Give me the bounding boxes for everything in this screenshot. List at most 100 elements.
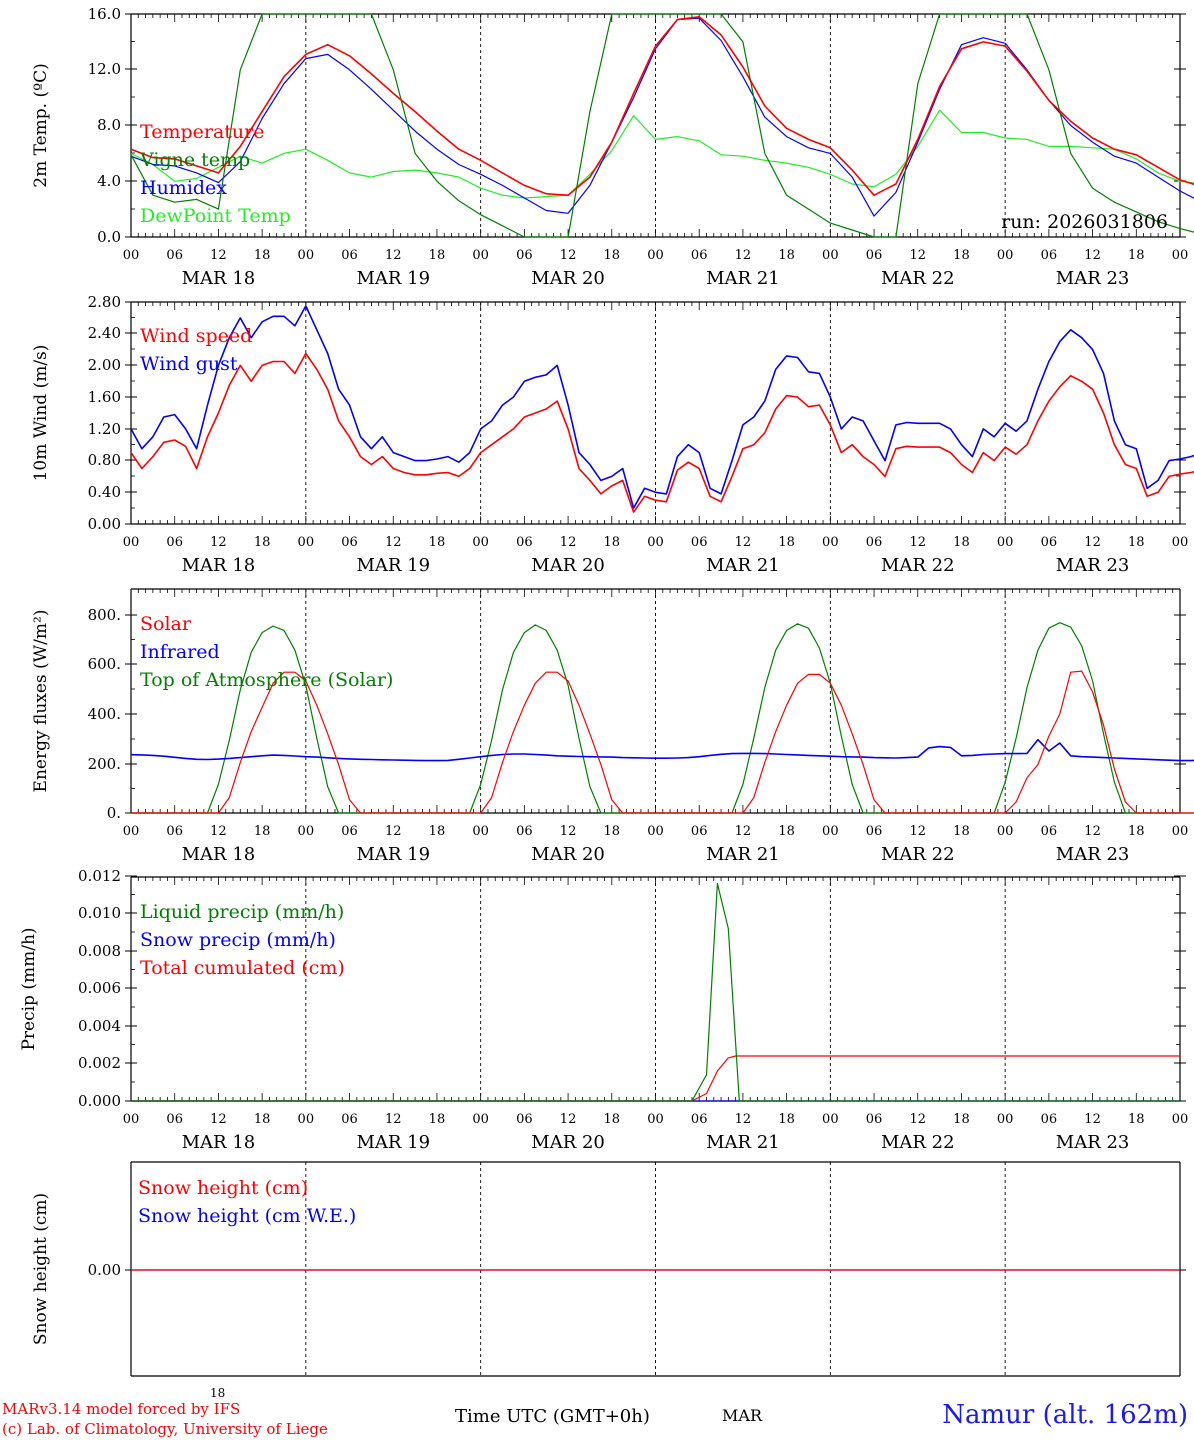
x-hour-label: 18: [953, 535, 970, 550]
x-hour-label: 06: [691, 535, 708, 550]
x-hour-label: 12: [210, 248, 227, 263]
x-hour-label: 12: [909, 248, 926, 263]
x-hour-label: 18: [604, 1112, 621, 1127]
legend-entry: Vigne temp: [139, 149, 250, 171]
x-hour-label: 06: [866, 248, 883, 263]
series-line-wind-speed: [130, 352, 1194, 513]
x-hour-label: 06: [866, 1112, 883, 1127]
legend-entry: DewPoint Temp: [140, 205, 291, 227]
x-hour-label: 00: [997, 535, 1014, 550]
y-tick-label: 12.0: [88, 60, 121, 78]
x-hour-label: 18: [1128, 535, 1145, 550]
station-label: Namur (alt. 162m): [942, 1400, 1188, 1430]
x-hour-label: 00: [647, 535, 664, 550]
legend-entry: Temperature: [140, 121, 264, 143]
x-day-label: MAR 20: [531, 268, 605, 289]
x-hour-label: 00: [298, 1112, 315, 1127]
x-hour-label: 00: [822, 1112, 839, 1127]
x-hour-label: 18: [254, 1112, 271, 1127]
time-axis-title: Time UTC (GMT+0h): [455, 1406, 650, 1427]
x-hour-label: 06: [516, 824, 533, 839]
x-hour-label: 12: [210, 824, 227, 839]
x-day-label: MAR 19: [356, 555, 430, 576]
x-hour-label: 00: [997, 1112, 1014, 1127]
x-hour-label: 00: [298, 824, 315, 839]
x-hour-label: 00: [298, 535, 315, 550]
x-hour-label: 06: [341, 1112, 358, 1127]
legend-entry: Wind gust: [140, 353, 238, 375]
x-hour-label: 06: [866, 824, 883, 839]
x-hour-label: 06: [691, 248, 708, 263]
y-tick-label: 0.40: [88, 483, 121, 501]
x-hour-label: 00: [1172, 1112, 1189, 1127]
x-hour-label: 00: [997, 824, 1014, 839]
x-day-label: MAR 21: [706, 555, 780, 576]
x-hour-label: 12: [735, 535, 752, 550]
x-hour-label: 06: [166, 248, 183, 263]
x-hour-label: 00: [822, 824, 839, 839]
x-day-label: MAR 19: [356, 268, 430, 289]
x-day-label: MAR 23: [1056, 268, 1130, 289]
panel-1: 0.0 4.0 8.0 12.0 16.0 2m Temp. (ºC) 00 06 12 18 00…: [31, 5, 1194, 289]
x-hour-label: 00: [472, 248, 489, 263]
x-hour-label: 12: [560, 1112, 577, 1127]
x-hour-label: 12: [1084, 248, 1101, 263]
legend-entry: Solar: [140, 613, 192, 635]
panel-2: 0.00 0.40 0.80 1.20 1.60 2.00 2.40 2.80 10m Wind…: [31, 293, 1194, 576]
first-day-label: 18: [210, 1386, 226, 1400]
legend-entry: Snow height (cm): [138, 1177, 308, 1199]
y-tick-label: 0.004: [78, 1017, 121, 1035]
y-tick-label: 16.0: [88, 5, 121, 23]
x-hour-label: 12: [1084, 1112, 1101, 1127]
panel-5: 0.00 Snow height (cm) Snow height (cm) Snow…: [31, 1161, 1186, 1377]
x-hour-label: 18: [953, 248, 970, 263]
x-day-label: MAR 21: [706, 844, 780, 865]
x-hour-label: 06: [866, 535, 883, 550]
series-line-top-of-atmosphere-solar-: [131, 622, 1194, 814]
x-hour-label: 18: [778, 248, 795, 263]
x-day-label: MAR 21: [706, 268, 780, 289]
x-hour-label: 18: [604, 824, 621, 839]
y-tick-label: 0.006: [78, 979, 121, 997]
x-hour-label: 18: [953, 1112, 970, 1127]
series-line-solar: [131, 670, 1194, 814]
x-day-label: MAR 20: [531, 555, 605, 576]
series-line-vigne-temp: [130, 13, 1194, 238]
y-axis-label: 10m Wind (m/s): [31, 345, 51, 482]
x-day-label: MAR 23: [1056, 844, 1130, 865]
x-hour-label: 00: [1172, 824, 1189, 839]
x-hour-label: 18: [1128, 1112, 1145, 1127]
legend-entry: Total cumulated (cm): [140, 957, 345, 979]
x-hour-label: 06: [341, 535, 358, 550]
series-line-temperature: [130, 16, 1194, 196]
y-tick-label: 0.012: [78, 867, 121, 885]
x-day-label: MAR 22: [881, 555, 955, 576]
y-tick-label: 0.002: [78, 1054, 121, 1072]
y-axis-label: Energy fluxes (W/m²): [31, 610, 51, 793]
x-hour-label: 00: [647, 824, 664, 839]
x-hour-label: 12: [909, 824, 926, 839]
x-hour-label: 12: [385, 824, 402, 839]
x-hour-label: 00: [298, 248, 315, 263]
x-hour-label: 06: [1041, 248, 1058, 263]
x-hour-label: 06: [516, 535, 533, 550]
y-tick-label: 2.80: [88, 293, 121, 311]
x-hour-label: 06: [516, 1112, 533, 1127]
x-hour-label: 12: [560, 248, 577, 263]
x-hour-label: 00: [472, 535, 489, 550]
x-hour-label: 06: [1041, 1112, 1058, 1127]
x-hour-label: 06: [166, 824, 183, 839]
x-hour-label: 18: [778, 1112, 795, 1127]
x-day-label: MAR 23: [1056, 555, 1130, 576]
x-day-label: MAR 21: [706, 1132, 780, 1153]
y-tick-label: 0.00: [88, 515, 121, 533]
x-hour-label: 12: [210, 535, 227, 550]
x-day-label: MAR 20: [531, 1132, 605, 1153]
x-hour-label: 00: [997, 248, 1014, 263]
x-hour-label: 18: [254, 535, 271, 550]
x-hour-label: 12: [735, 824, 752, 839]
x-hour-label: 06: [166, 1112, 183, 1127]
x-hour-label: 18: [254, 824, 271, 839]
series-line-wind-gust: [130, 305, 1194, 509]
series-line-humidex: [130, 17, 1194, 217]
